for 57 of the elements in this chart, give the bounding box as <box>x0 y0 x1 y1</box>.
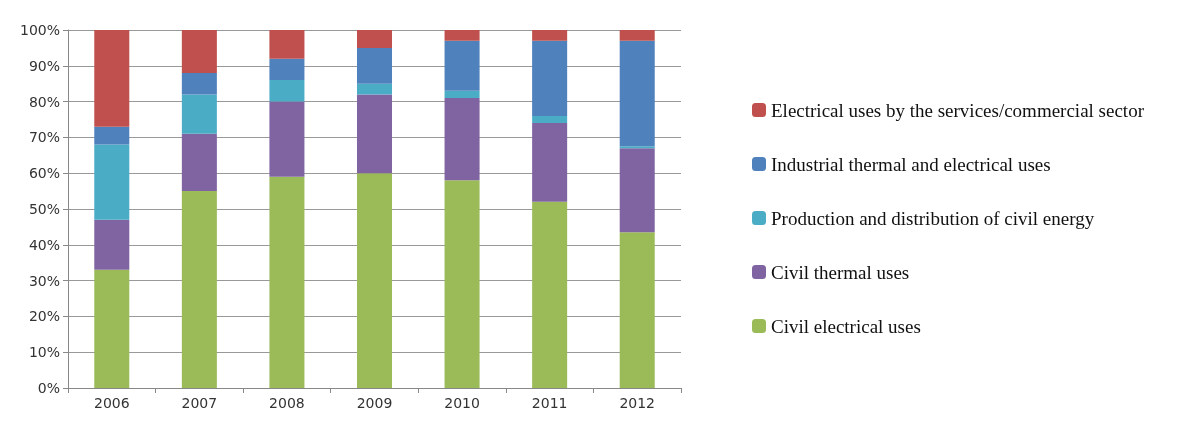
legend-label: Industrial thermal and electrical uses <box>771 153 1051 175</box>
x-tick-label: 2007 <box>181 395 218 411</box>
bar <box>269 30 305 59</box>
legend-label: Civil electrical uses <box>771 315 921 337</box>
y-tick-label: 80% <box>28 93 60 110</box>
bar <box>444 98 480 181</box>
bar <box>532 201 568 388</box>
bar <box>269 80 305 102</box>
bar <box>356 30 393 48</box>
bar <box>269 58 305 81</box>
bar <box>444 90 480 99</box>
legend-label: Electrical uses by the services/commercial sector <box>771 99 1145 121</box>
y-tick-label: 50% <box>28 201 60 217</box>
legend-label: Civil thermal uses <box>771 261 910 283</box>
bar <box>619 40 655 147</box>
bar <box>94 144 130 220</box>
y-tick-label: 40% <box>28 236 60 253</box>
y-tick-label: 30% <box>28 272 60 289</box>
x-tick-label: 2006 <box>93 395 130 411</box>
bar <box>356 173 393 388</box>
bar <box>356 47 393 84</box>
bar <box>94 219 130 270</box>
bar <box>269 101 305 177</box>
bar <box>181 30 217 73</box>
bar <box>619 232 655 388</box>
x-tick-label: 2009 <box>356 395 393 411</box>
bar <box>181 191 217 388</box>
y-tick-label: 0% <box>37 380 60 396</box>
bar <box>94 269 130 388</box>
x-tick-label: 2011 <box>531 395 568 411</box>
bar <box>532 115 568 124</box>
legend-label: Production and distribution of civil energy <box>771 207 1095 229</box>
bar <box>444 40 480 91</box>
y-tick-label: 60% <box>28 165 60 182</box>
bar <box>532 123 568 202</box>
x-tick-label: 2012 <box>619 395 656 411</box>
y-tick-label: 10% <box>28 344 60 361</box>
bar <box>532 40 568 116</box>
bar <box>181 133 217 192</box>
bar <box>444 30 480 41</box>
bar <box>356 94 393 174</box>
bar <box>181 72 217 95</box>
bar <box>94 30 130 127</box>
x-tick-label: 2008 <box>269 395 305 411</box>
y-tick-label: 90% <box>28 57 60 74</box>
x-tick-label: 2010 <box>444 395 480 411</box>
bar <box>181 94 217 134</box>
bar <box>356 83 393 95</box>
bar <box>269 176 305 388</box>
bar <box>619 148 655 233</box>
y-tick-label: 100% <box>19 22 60 38</box>
y-tick-label: 20% <box>28 308 60 325</box>
bar <box>444 180 480 388</box>
bar <box>619 30 655 41</box>
y-tick-label: 70% <box>28 129 60 146</box>
bar <box>532 30 568 41</box>
bar <box>94 126 130 145</box>
